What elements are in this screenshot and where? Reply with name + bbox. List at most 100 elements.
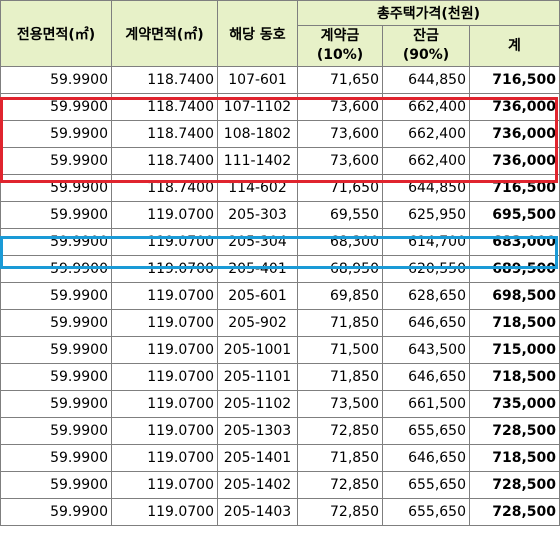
contract-area-cell: 119.0700	[111, 363, 218, 391]
deposit-cell: 71,850	[297, 363, 383, 391]
header-total-price: 총주택가격(천원)	[297, 0, 560, 26]
balance-cell: 662,400	[382, 147, 470, 175]
table-row: 59.9900 119.0700 205-1403 72,850 655,650 728,…	[0, 498, 560, 526]
contract-area-cell: 119.0700	[111, 498, 218, 526]
deposit-cell: 71,850	[297, 309, 383, 337]
contract-area-cell: 119.0700	[111, 471, 218, 499]
unit-cell: 111-1402	[217, 147, 298, 175]
exclusive-area-cell: 59.9900	[0, 120, 112, 148]
sum-cell: 715,000	[469, 336, 560, 364]
exclusive-area-cell: 59.9900	[0, 255, 112, 283]
sum-cell: 689,500	[469, 255, 560, 283]
unit-cell: 205-902	[217, 309, 298, 337]
unit-cell: 108-1802	[217, 120, 298, 148]
balance-cell: 655,650	[382, 498, 470, 526]
table-row: 59.9900 119.0700 205-1401 71,850 646,650 718,…	[0, 444, 560, 472]
deposit-cell: 72,850	[297, 417, 383, 445]
header-exclusive-area: 전용면적(㎡)	[0, 0, 112, 67]
exclusive-area-cell: 59.9900	[0, 417, 112, 445]
deposit-cell: 72,850	[297, 471, 383, 499]
sum-cell: 716,500	[469, 174, 560, 202]
unit-cell: 114-602	[217, 174, 298, 202]
contract-area-cell: 118.7400	[111, 93, 218, 121]
sum-cell: 718,500	[469, 363, 560, 391]
deposit-cell: 71,650	[297, 174, 383, 202]
sum-cell: 728,500	[469, 498, 560, 526]
table-row: 59.9900 119.0700 205-902 71,850 646,650 718,5…	[0, 309, 560, 337]
table-row: 59.9900 119.0700 205-303 69,550 625,950 695,5…	[0, 201, 560, 229]
sum-cell: 728,500	[469, 471, 560, 499]
contract-area-cell: 118.7400	[111, 120, 218, 148]
balance-cell: 614,700	[382, 228, 470, 256]
balance-cell: 643,500	[382, 336, 470, 364]
table-row: 59.9900 118.7400 114-602 71,650 644,850 716,5…	[0, 174, 560, 202]
exclusive-area-cell: 59.9900	[0, 336, 112, 364]
table-row: 59.9900 119.0700 205-1102 73,500 661,500 735,…	[0, 390, 560, 418]
table-row: 59.9900 119.0700 205-601 69,850 628,650 698,5…	[0, 282, 560, 310]
price-table: 전용면적(㎡) 계약면적(㎡) 해당 동호 총주택가격(천원) 계약금 (10%…	[0, 0, 560, 526]
balance-cell: 662,400	[382, 120, 470, 148]
unit-cell: 205-1001	[217, 336, 298, 364]
table-row: 59.9900 119.0700 205-1303 72,850 655,650 728,…	[0, 417, 560, 445]
sum-cell: 716,500	[469, 66, 560, 94]
table-row: 59.9900 118.7400 108-1802 73,600 662,400 736,…	[0, 120, 560, 148]
sum-cell: 735,000	[469, 390, 560, 418]
deposit-cell: 73,600	[297, 120, 383, 148]
contract-area-cell: 119.0700	[111, 309, 218, 337]
unit-cell: 205-1102	[217, 390, 298, 418]
sum-cell: 718,500	[469, 444, 560, 472]
sum-cell: 736,000	[469, 120, 560, 148]
deposit-cell: 69,850	[297, 282, 383, 310]
deposit-cell: 71,850	[297, 444, 383, 472]
deposit-cell: 71,650	[297, 66, 383, 94]
sum-cell: 736,000	[469, 147, 560, 175]
balance-cell: 644,850	[382, 174, 470, 202]
contract-area-cell: 119.0700	[111, 228, 218, 256]
deposit-cell: 73,500	[297, 390, 383, 418]
exclusive-area-cell: 59.9900	[0, 228, 112, 256]
balance-cell: 646,650	[382, 363, 470, 391]
header-unit: 해당 동호	[217, 0, 298, 67]
unit-cell: 205-304	[217, 228, 298, 256]
header-contract-area: 계약면적(㎡)	[111, 0, 218, 67]
exclusive-area-cell: 59.9900	[0, 390, 112, 418]
deposit-cell: 73,600	[297, 147, 383, 175]
table-row: 59.9900 118.7400 111-1402 73,600 662,400 736,…	[0, 147, 560, 175]
balance-cell: 644,850	[382, 66, 470, 94]
exclusive-area-cell: 59.9900	[0, 471, 112, 499]
sum-cell: 718,500	[469, 309, 560, 337]
exclusive-area-cell: 59.9900	[0, 309, 112, 337]
exclusive-area-cell: 59.9900	[0, 498, 112, 526]
balance-cell: 628,650	[382, 282, 470, 310]
unit-cell: 107-601	[217, 66, 298, 94]
balance-cell: 646,650	[382, 444, 470, 472]
balance-cell: 655,650	[382, 471, 470, 499]
sum-cell: 698,500	[469, 282, 560, 310]
contract-area-cell: 119.0700	[111, 444, 218, 472]
contract-area-cell: 119.0700	[111, 282, 218, 310]
header-sum: 계	[469, 25, 560, 67]
table-row: 59.9900 119.0700 205-1402 72,850 655,650 728,…	[0, 471, 560, 499]
contract-area-cell: 118.7400	[111, 174, 218, 202]
unit-cell: 205-1401	[217, 444, 298, 472]
contract-area-cell: 118.7400	[111, 66, 218, 94]
table-row: 59.9900 119.0700 205-1001 71,500 643,500 715,…	[0, 336, 560, 364]
balance-cell: 620,550	[382, 255, 470, 283]
table-row: 59.9900 119.0700 205-401 68,950 620,550 689,5…	[0, 255, 560, 283]
exclusive-area-cell: 59.9900	[0, 93, 112, 121]
balance-cell: 655,650	[382, 417, 470, 445]
header-deposit: 계약금 (10%)	[297, 25, 383, 67]
deposit-cell: 71,500	[297, 336, 383, 364]
table-row: 59.9900 119.0700 205-304 68,300 614,700 683,0…	[0, 228, 560, 256]
balance-cell: 662,400	[382, 93, 470, 121]
unit-cell: 107-1102	[217, 93, 298, 121]
exclusive-area-cell: 59.9900	[0, 444, 112, 472]
sum-cell: 736,000	[469, 93, 560, 121]
contract-area-cell: 119.0700	[111, 417, 218, 445]
exclusive-area-cell: 59.9900	[0, 174, 112, 202]
unit-cell: 205-303	[217, 201, 298, 229]
contract-area-cell: 119.0700	[111, 255, 218, 283]
sum-cell: 683,000	[469, 228, 560, 256]
header-balance: 잔금 (90%)	[382, 25, 470, 67]
table-row: 59.9900 118.7400 107-601 71,650 644,850 716,5…	[0, 66, 560, 94]
